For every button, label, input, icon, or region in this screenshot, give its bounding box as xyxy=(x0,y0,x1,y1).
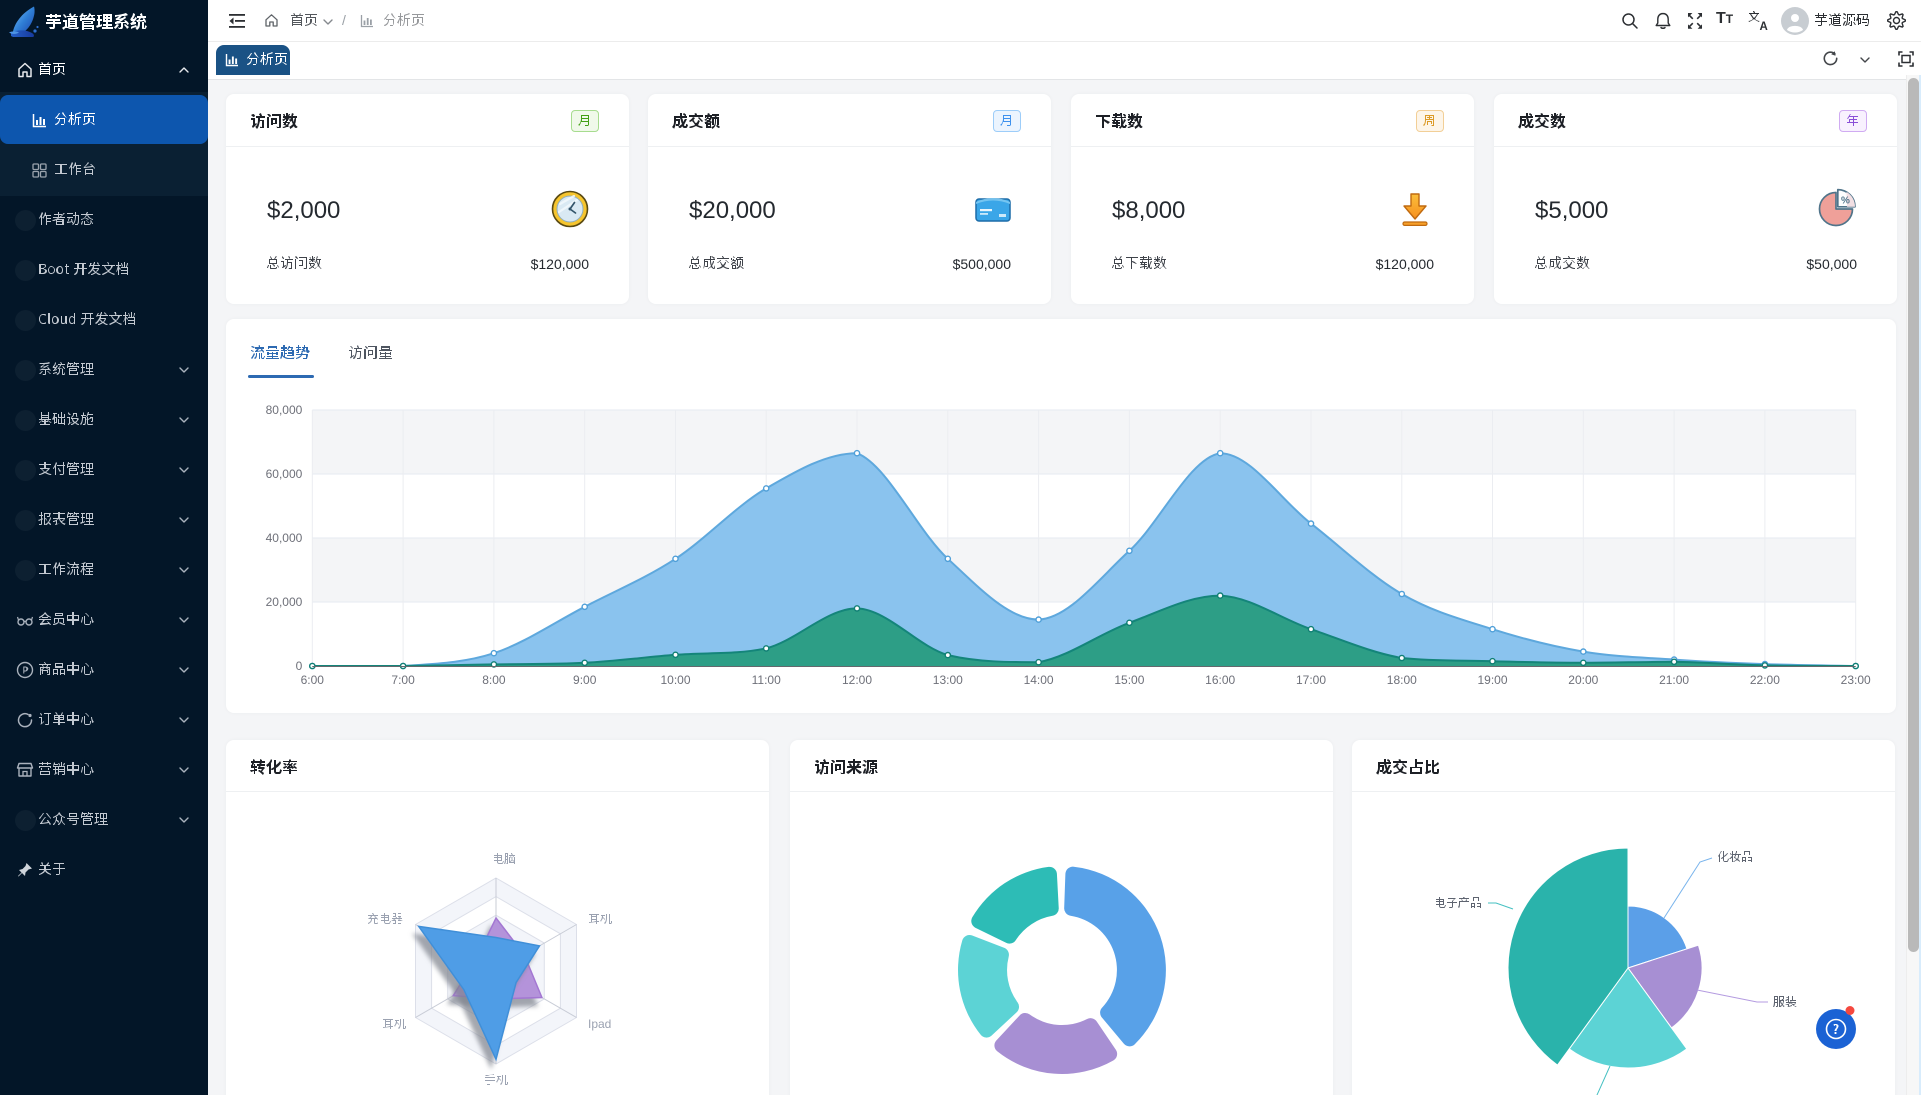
svg-text:14:00: 14:00 xyxy=(1024,673,1054,687)
svg-text:13:00: 13:00 xyxy=(933,673,963,687)
svg-text:17:00: 17:00 xyxy=(1296,673,1326,687)
svg-text:60,000: 60,000 xyxy=(266,467,303,481)
svg-text:80,000: 80,000 xyxy=(266,403,303,417)
svg-text:A: A xyxy=(1760,21,1768,32)
svg-text:19:00: 19:00 xyxy=(1477,673,1507,687)
svg-text:12:00: 12:00 xyxy=(842,673,872,687)
svg-text:23:00: 23:00 xyxy=(1841,673,1871,687)
svg-text:7:00: 7:00 xyxy=(391,673,415,687)
svg-text:11:00: 11:00 xyxy=(752,673,781,687)
svg-text:16:00: 16:00 xyxy=(1205,673,1235,687)
svg-text:22:00: 22:00 xyxy=(1750,673,1780,687)
svg-text:15:00: 15:00 xyxy=(1114,673,1144,687)
svg-text:20,000: 20,000 xyxy=(266,595,303,609)
svg-text:6:00: 6:00 xyxy=(301,673,325,687)
svg-text:10:00: 10:00 xyxy=(660,673,690,687)
svg-text:0: 0 xyxy=(296,659,303,673)
svg-text:9:00: 9:00 xyxy=(573,673,597,687)
svg-text:%: % xyxy=(1841,196,1850,207)
svg-text:21:00: 21:00 xyxy=(1659,673,1689,687)
svg-text:8:00: 8:00 xyxy=(482,673,506,687)
svg-text:18:00: 18:00 xyxy=(1387,673,1417,687)
svg-text:20:00: 20:00 xyxy=(1568,673,1598,687)
svg-text:40,000: 40,000 xyxy=(266,531,303,545)
